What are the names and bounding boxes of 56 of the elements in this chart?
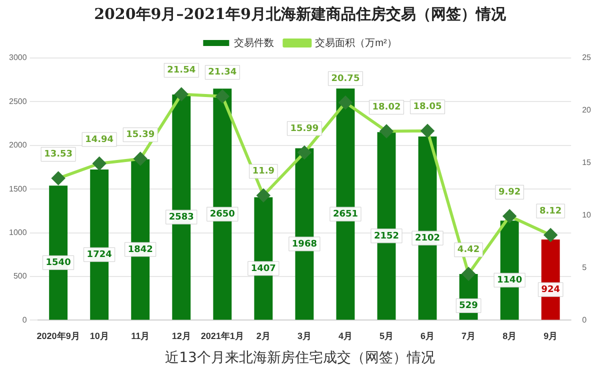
data-label: 1407 xyxy=(250,264,276,274)
x-tick-label: 7月 xyxy=(462,331,476,342)
data-label: 2152 xyxy=(374,231,400,242)
data-label: 529 xyxy=(459,301,478,312)
x-tick-label: 4月 xyxy=(338,331,352,342)
y2-tick-label: 20 xyxy=(582,106,592,115)
data-label: 1968 xyxy=(292,239,317,250)
x-tick-label: 2月 xyxy=(256,331,270,342)
data-label: 1140 xyxy=(497,275,522,286)
text: 近13个月来北海新房住宅成交（网签）情况 xyxy=(164,349,436,367)
y-tick-label: 3000 xyxy=(9,53,28,62)
data-label: 13.53 xyxy=(44,150,73,160)
data-label: 15.39 xyxy=(126,130,155,140)
data-label: 2650 xyxy=(210,209,235,220)
data-label: 924 xyxy=(541,284,560,295)
x-tick-label: 2021年1月 xyxy=(200,331,244,342)
y2-tick-label: 15 xyxy=(582,158,592,168)
data-label: 9.92 xyxy=(498,188,521,198)
data-label: 14.94 xyxy=(85,134,114,145)
data-label: 18.05 xyxy=(413,102,442,112)
y2-tick-label: 10 xyxy=(582,210,592,220)
y-tick-label: 1500 xyxy=(9,184,28,194)
data-label: 18.02 xyxy=(372,102,401,113)
data-label: 1724 xyxy=(86,250,112,260)
y-tick-label: 0 xyxy=(22,315,28,324)
data-label: 21.34 xyxy=(208,68,237,78)
data-label: 2102 xyxy=(414,233,440,244)
x-tick-label: 11月 xyxy=(131,331,150,342)
data-label: 1540 xyxy=(46,258,71,268)
data-label: 2583 xyxy=(168,212,194,222)
data-label: 20.75 xyxy=(331,74,360,84)
y-tick-label: 500 xyxy=(13,272,28,281)
data-label: 1842 xyxy=(128,244,153,255)
y-tick-label: 2000 xyxy=(9,140,28,150)
x-tick-label: 10月 xyxy=(90,331,109,342)
x-tick-label: 9月 xyxy=(544,331,558,342)
data-label: 4.42 xyxy=(457,245,480,256)
data-label: 11.9 xyxy=(252,166,275,177)
chart-title: 2020年9月–2021年9月北海新建商品住房交易（网签）情况 xyxy=(94,4,507,23)
x-tick-label: 6月 xyxy=(420,331,435,342)
data-label: 15.99 xyxy=(290,124,319,134)
y-tick-label: 1000 xyxy=(9,228,28,238)
data-label: 8.12 xyxy=(539,206,562,216)
data-label: 2651 xyxy=(332,209,358,220)
x-tick-label: 3月 xyxy=(297,331,312,342)
y2-tick-label: 0 xyxy=(582,315,588,324)
y2-tick-label: 25 xyxy=(582,53,592,62)
x-tick-label: 5月 xyxy=(379,331,394,342)
legend-label: 交易面积（万m²） xyxy=(315,36,397,49)
x-tick-label: 2020年9月 xyxy=(36,331,80,342)
x-tick-label: 8月 xyxy=(502,331,517,342)
x-tick-label: 12月 xyxy=(172,331,191,342)
y-tick-label: 2500 xyxy=(9,96,28,106)
y2-tick-label: 5 xyxy=(582,262,588,272)
data-label: 21.54 xyxy=(167,66,196,76)
legend-label: 交易件数 xyxy=(234,36,274,49)
